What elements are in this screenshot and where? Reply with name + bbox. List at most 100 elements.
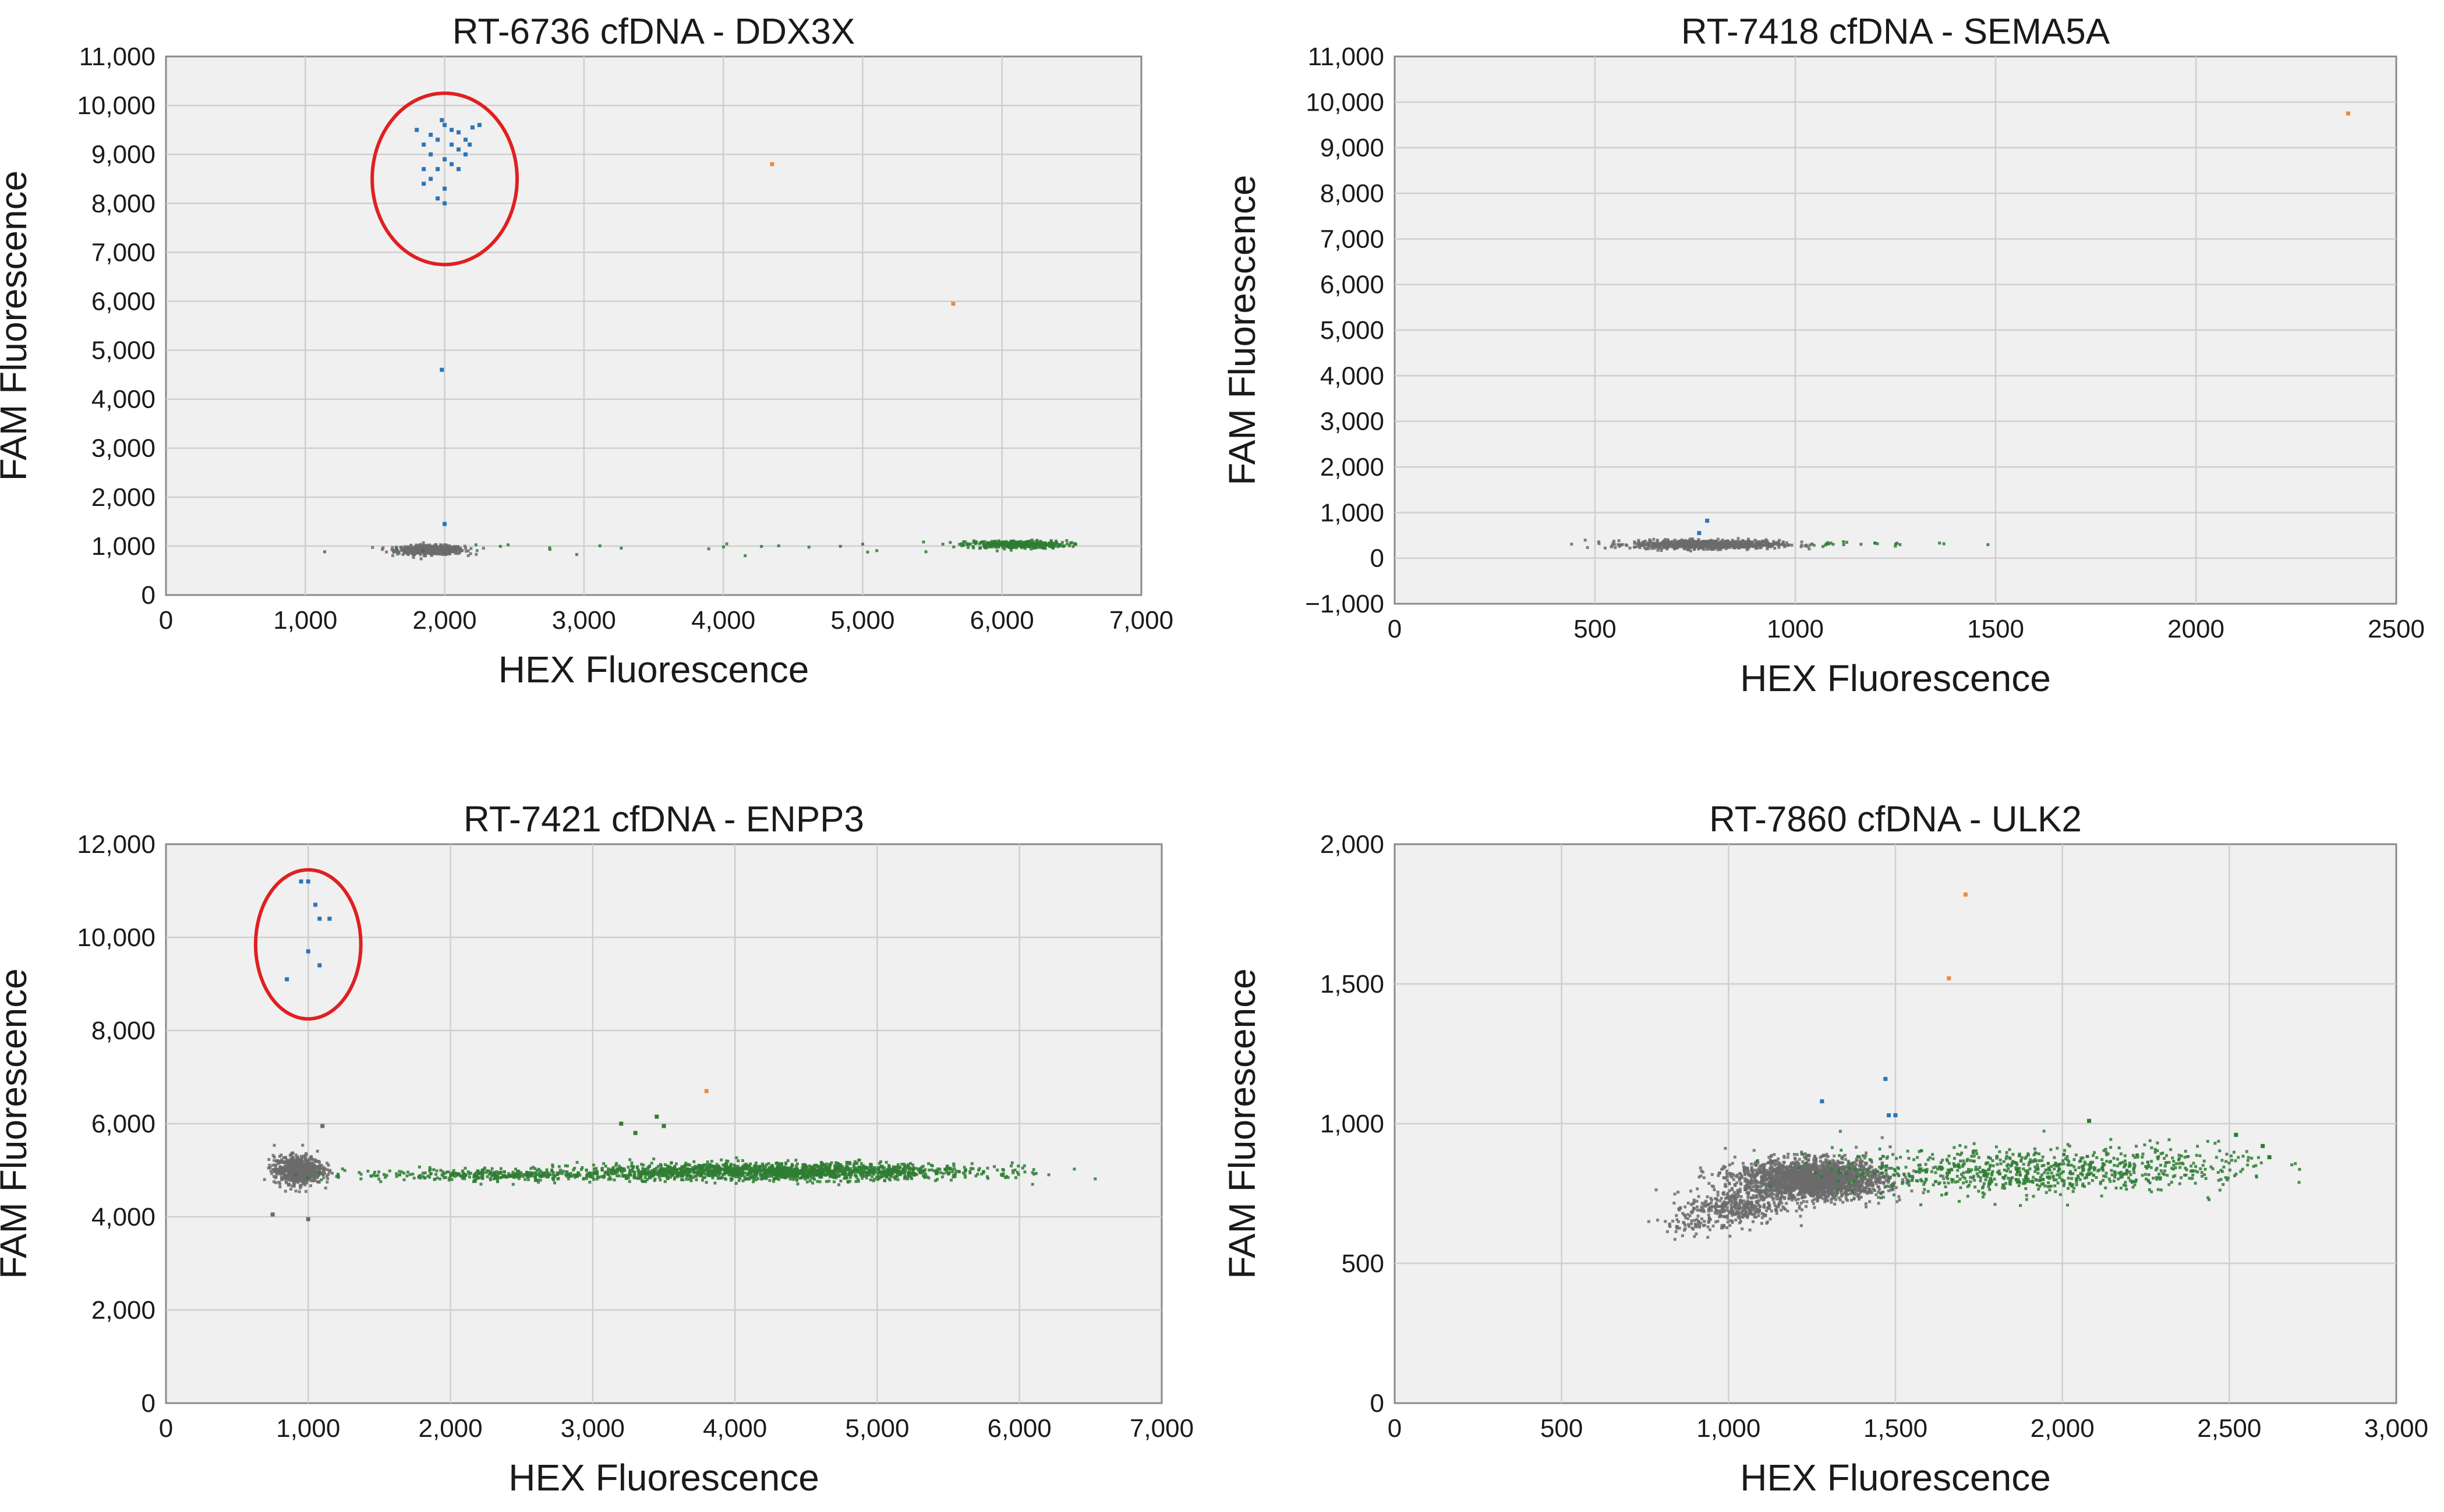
droplet-point	[468, 1172, 471, 1175]
droplet-point	[1730, 544, 1734, 547]
droplet-point	[292, 1183, 296, 1187]
droplet-point	[1011, 546, 1015, 549]
droplet-point	[1698, 544, 1702, 547]
droplet-point	[1894, 1186, 1898, 1189]
droplet-point	[466, 1170, 470, 1174]
droplet-point	[722, 1172, 726, 1175]
droplet-point	[899, 1170, 902, 1173]
droplet-point	[903, 1171, 907, 1175]
droplet-point	[487, 1173, 491, 1176]
droplet-point	[1029, 544, 1032, 548]
droplet-point	[865, 1176, 868, 1180]
droplet-point	[1049, 541, 1052, 545]
droplet-point	[1009, 548, 1013, 552]
droplet-point	[657, 1171, 660, 1175]
droplet-point	[633, 1170, 636, 1174]
droplet-point	[610, 1171, 614, 1175]
droplet-point	[934, 1179, 938, 1182]
droplet-point	[632, 1176, 636, 1180]
droplet-point	[804, 1175, 807, 1178]
y-tick-label: 5,000	[1320, 316, 1384, 345]
droplet-point	[762, 1164, 765, 1167]
droplet-point	[879, 1160, 882, 1163]
droplet-point	[749, 1162, 752, 1166]
droplet-point	[284, 1175, 287, 1178]
droplet-point	[284, 1189, 287, 1193]
droplet-point	[927, 1162, 931, 1166]
droplet-point	[448, 1176, 451, 1180]
droplet-point	[1673, 547, 1677, 550]
droplet-point	[901, 1168, 905, 1172]
droplet-point	[609, 1168, 612, 1171]
droplet-point	[816, 1180, 819, 1183]
droplet-point	[623, 1168, 627, 1172]
droplet-point	[899, 1173, 902, 1177]
droplet-point	[1006, 543, 1010, 547]
droplet-point	[392, 550, 395, 554]
droplet-point	[613, 1169, 616, 1173]
droplet-point	[464, 547, 468, 550]
y-tick-label: 2,000	[1320, 830, 1384, 859]
droplet-point	[1716, 548, 1720, 551]
y-tick-label: 0	[142, 1389, 155, 1418]
droplet-point	[572, 1168, 575, 1171]
droplet-point	[327, 916, 332, 921]
droplet-point	[445, 548, 449, 551]
droplet-point	[621, 1174, 625, 1178]
droplet-point	[702, 1170, 706, 1174]
droplet-point	[556, 1171, 559, 1175]
droplet-point	[685, 1167, 689, 1171]
droplet-point	[945, 1167, 949, 1170]
droplet-point	[1019, 545, 1023, 548]
droplet-point	[685, 1178, 688, 1181]
droplet-point	[382, 1173, 385, 1176]
droplet-point	[811, 1181, 815, 1185]
droplet-point	[320, 1171, 324, 1174]
droplet-point	[972, 546, 975, 550]
droplet-point	[664, 1168, 668, 1171]
droplet-point	[278, 1185, 282, 1189]
droplet-point	[777, 544, 780, 548]
droplet-point	[663, 1171, 667, 1174]
droplet-point	[1733, 541, 1736, 545]
droplet-point	[457, 167, 461, 171]
droplet-point	[1767, 542, 1770, 546]
droplet-point	[490, 1174, 493, 1177]
droplet-point	[391, 546, 394, 550]
x-tick-label: 2,000	[419, 1414, 483, 1443]
droplet-point	[1001, 1168, 1005, 1171]
droplet-point	[373, 1170, 376, 1174]
droplet-point	[395, 546, 398, 550]
droplet-point	[444, 549, 447, 553]
droplet-point	[894, 1170, 897, 1173]
droplet-point	[1812, 544, 1816, 547]
droplet-point	[282, 1173, 286, 1176]
droplet-point	[1688, 537, 1692, 541]
droplet-point	[470, 125, 475, 130]
droplet-point	[294, 1177, 298, 1180]
droplet-point	[553, 1174, 557, 1178]
droplet-point	[846, 1167, 850, 1171]
droplet-point	[995, 549, 999, 553]
droplet-point	[852, 1165, 855, 1168]
droplet-point	[650, 1174, 654, 1178]
droplet-point	[409, 546, 413, 549]
droplet-point	[289, 1158, 293, 1162]
x-tick-label: 3,000	[561, 1414, 625, 1443]
droplet-point	[806, 1177, 809, 1180]
droplet-point	[1772, 540, 1775, 543]
droplet-point	[463, 544, 466, 548]
droplet-point	[1764, 541, 1767, 544]
droplet-point	[1002, 1172, 1005, 1175]
droplet-point	[298, 1168, 301, 1171]
droplet-point	[405, 1174, 409, 1178]
droplet-point	[1774, 541, 1777, 545]
droplet-point	[417, 1175, 420, 1179]
droplet-point	[1743, 543, 1747, 546]
droplet-point	[790, 1167, 793, 1170]
droplet-point	[901, 1171, 904, 1175]
droplet-point	[484, 1171, 488, 1174]
droplet-point	[474, 1174, 478, 1178]
droplet-point	[300, 1167, 303, 1171]
droplet-point	[534, 1171, 537, 1175]
